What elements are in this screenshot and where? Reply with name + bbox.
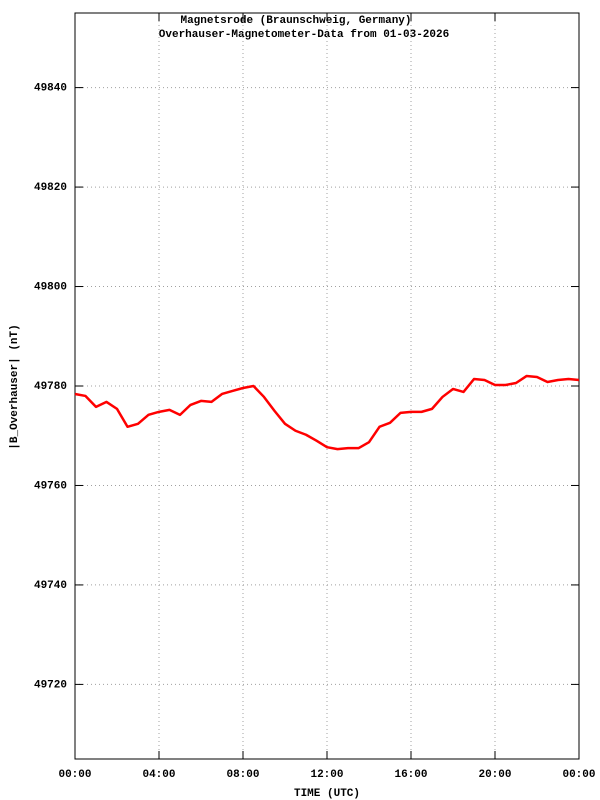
x-axis-label: TIME (UTC) [294, 788, 360, 800]
y-axis-label: |B_Overhauser| (nT) [9, 324, 21, 449]
y-tick-label: 49800 [34, 281, 67, 293]
x-tick-label: 00:00 [562, 769, 595, 781]
x-tick-label: 00:00 [58, 769, 91, 781]
x-tick-label: 16:00 [394, 769, 427, 781]
x-tick-label: 12:00 [310, 769, 343, 781]
y-tick-label: 49740 [34, 580, 67, 592]
x-tick-label: 08:00 [226, 769, 259, 781]
y-tick-label: 49820 [34, 182, 67, 194]
x-tick-label: 20:00 [478, 769, 511, 781]
y-tick-label: 49760 [34, 480, 67, 492]
data-line [74, 374, 580, 451]
y-tick-label: 49780 [34, 381, 67, 393]
chart-title: Magnetsrode (Braunschweig, Germany) [180, 15, 411, 27]
chart-subtitle: Overhauser-Magnetometer-Data from 01-03-… [159, 29, 449, 41]
y-tick-label: 49840 [34, 83, 67, 95]
x-tick-label: 04:00 [142, 769, 175, 781]
plot-frame [74, 12, 580, 760]
y-tick-label: 49720 [34, 679, 67, 691]
